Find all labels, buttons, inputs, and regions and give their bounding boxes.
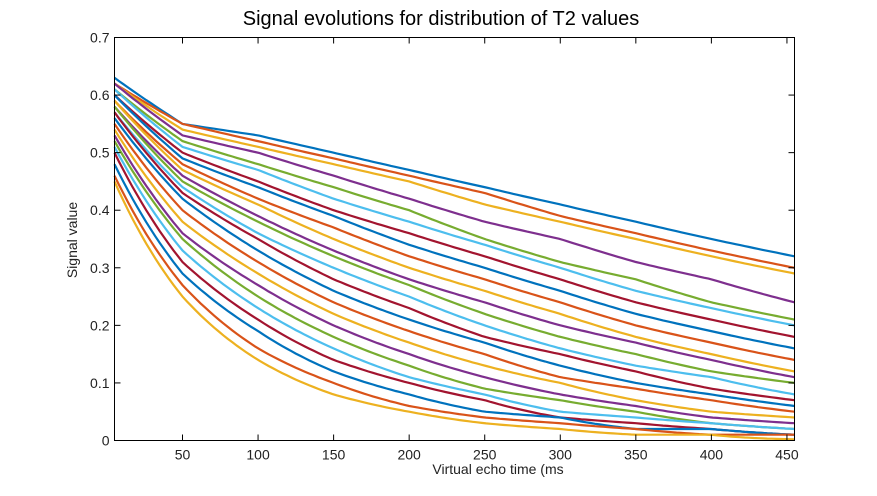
- x-tick-label: 250: [473, 447, 497, 463]
- x-tick-label: 200: [397, 447, 421, 463]
- y-tick-label: 0.4: [90, 202, 110, 218]
- x-tick-label: 400: [700, 447, 724, 463]
- series-line-curve-13: [113, 111, 795, 396]
- y-axis: 0 0.1 0.2 0.3 0.4 0.5 0.6 0.7: [90, 30, 795, 449]
- series-line-curve-1: [113, 76, 795, 258]
- series-line-curve-10: [113, 100, 795, 373]
- series-line-curve-5: [113, 88, 795, 321]
- y-tick-label: 0.2: [90, 317, 110, 333]
- y-tick-label: 0.6: [90, 87, 110, 103]
- series-group: [113, 76, 795, 441]
- x-tick-label: 450: [775, 447, 799, 463]
- series-line-curve-4: [113, 82, 795, 304]
- y-tick-label: 0.3: [90, 260, 110, 276]
- series-line-curve-12: [113, 105, 795, 384]
- x-axis: 50 100 150 200 250 300 350 400 450: [175, 37, 799, 463]
- series-line-curve-11: [113, 105, 795, 379]
- x-tick-label: 300: [549, 447, 573, 463]
- x-tick-label: 350: [624, 447, 648, 463]
- series-line-curve-19: [113, 140, 795, 431]
- series-line-curve-9: [113, 100, 795, 361]
- series-line-curve-6: [113, 88, 795, 327]
- series-line-curve-15: [113, 117, 795, 408]
- series-line-curve-20: [113, 146, 795, 431]
- series-line-curve-21: [113, 152, 795, 436]
- y-tick-label: 0.5: [90, 145, 110, 161]
- series-line-curve-2: [113, 82, 795, 269]
- plot-frame: [114, 37, 795, 441]
- x-tick-label: 150: [322, 447, 346, 463]
- series-line-curve-7: [113, 94, 795, 338]
- x-tick-label: 50: [175, 447, 191, 463]
- y-axis-label: Signal value: [64, 202, 80, 278]
- series-line-curve-8: [113, 94, 795, 350]
- x-axis-label: Virtual echo time (ms: [432, 461, 563, 477]
- series-line-curve-22: [113, 163, 795, 436]
- series-line-curve-18: [113, 134, 795, 425]
- x-tick-label: 100: [246, 447, 270, 463]
- series-line-curve-17: [113, 129, 795, 419]
- y-tick-label: 0.1: [90, 375, 110, 391]
- series-line-curve-3: [113, 82, 795, 275]
- series-line-curve-14: [113, 111, 795, 402]
- series-line-curve-23: [113, 175, 795, 436]
- series-line-curve-16: [113, 123, 795, 413]
- series-line-curve-24: [113, 180, 795, 441]
- y-tick-label: 0.7: [90, 30, 110, 46]
- chart-title: Signal evolutions for distribution of T2…: [243, 8, 640, 30]
- y-tick-label: 0: [102, 433, 110, 449]
